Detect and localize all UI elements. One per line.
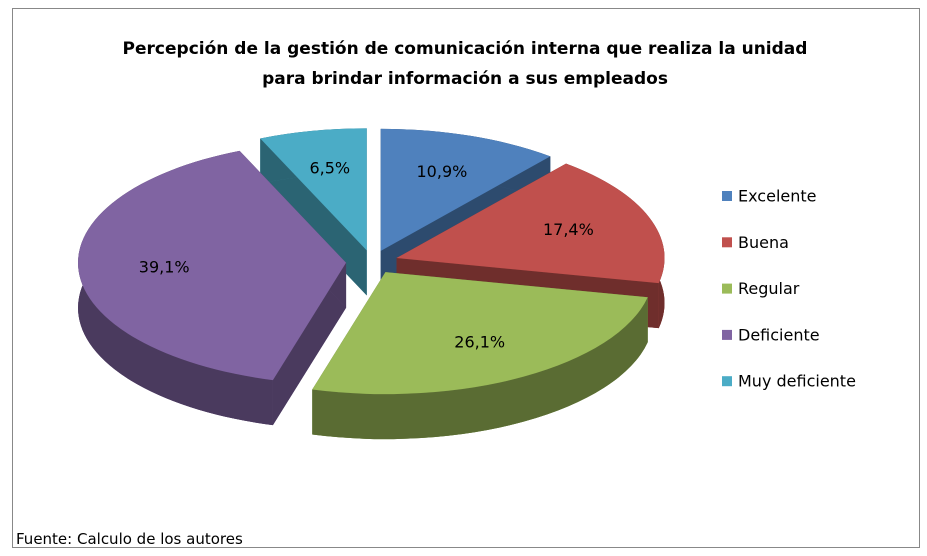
- slice-top: [312, 272, 648, 395]
- data-label: 26,1%: [454, 333, 505, 352]
- legend-swatch: [722, 376, 732, 387]
- pie-slice: [78, 150, 347, 426]
- legend-swatch: [722, 283, 732, 294]
- slice-top: [260, 128, 367, 251]
- data-label: 6,5%: [309, 159, 350, 178]
- data-label: 10,9%: [417, 162, 468, 181]
- slice-side-shade: [272, 262, 347, 426]
- source-note: Fuente: Calculo de los autores: [16, 530, 243, 548]
- data-label: 39,1%: [139, 258, 190, 277]
- chart-title: Percepción de la gestión de comunicación…: [122, 39, 808, 89]
- slice-top: [396, 163, 665, 284]
- legend-swatch: [722, 191, 732, 201]
- legend-swatch: [722, 329, 732, 340]
- slice-side-shade: [312, 297, 648, 440]
- pie-slice: [312, 272, 648, 440]
- legend-label: Deficiente: [738, 325, 820, 344]
- slice-top: [380, 128, 551, 251]
- legend-label: Excelente: [738, 187, 816, 206]
- legend-label: Muy deficiente: [738, 372, 856, 391]
- slice-side: [312, 297, 648, 440]
- legend-label: Buena: [738, 233, 789, 252]
- data-label: 17,4%: [543, 220, 594, 239]
- legend-label: Regular: [738, 279, 800, 298]
- legend-swatch: [722, 237, 732, 248]
- slice-top: [78, 150, 347, 381]
- slice-side: [272, 262, 347, 426]
